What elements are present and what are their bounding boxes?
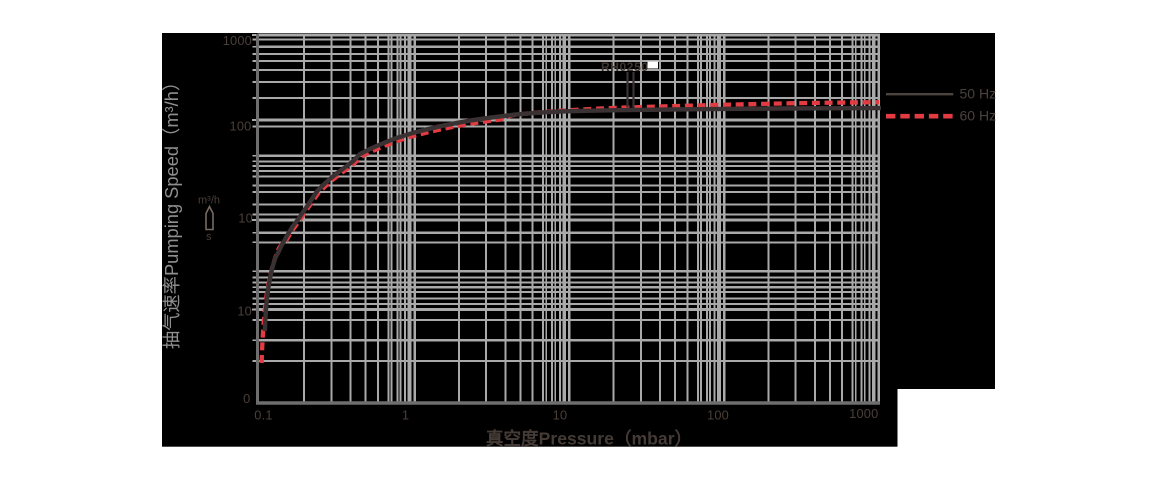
svg-text:1000: 1000	[849, 406, 878, 421]
svg-text:50 Hz: 50 Hz	[960, 86, 997, 102]
svg-text:1000: 1000	[223, 33, 252, 48]
svg-text:10: 10	[238, 210, 253, 225]
svg-text:真空度Pressure（mbar）: 真空度Pressure（mbar）	[486, 429, 692, 449]
svg-text:0: 0	[243, 391, 250, 406]
svg-text:100: 100	[707, 408, 729, 423]
svg-text:100: 100	[230, 118, 252, 133]
svg-text:10: 10	[237, 303, 252, 318]
svg-text:抽气速率Pumping Speed（m³/h）: 抽气速率Pumping Speed（m³/h）	[161, 73, 182, 349]
svg-text:10: 10	[553, 408, 568, 423]
svg-text:RH0250: RH0250	[601, 60, 649, 74]
svg-text:m³/h: m³/h	[198, 195, 220, 207]
svg-text:s: s	[206, 231, 212, 243]
svg-text:60 Hz: 60 Hz	[960, 108, 997, 124]
svg-text:0.1: 0.1	[254, 408, 272, 423]
svg-text:1: 1	[402, 408, 409, 423]
